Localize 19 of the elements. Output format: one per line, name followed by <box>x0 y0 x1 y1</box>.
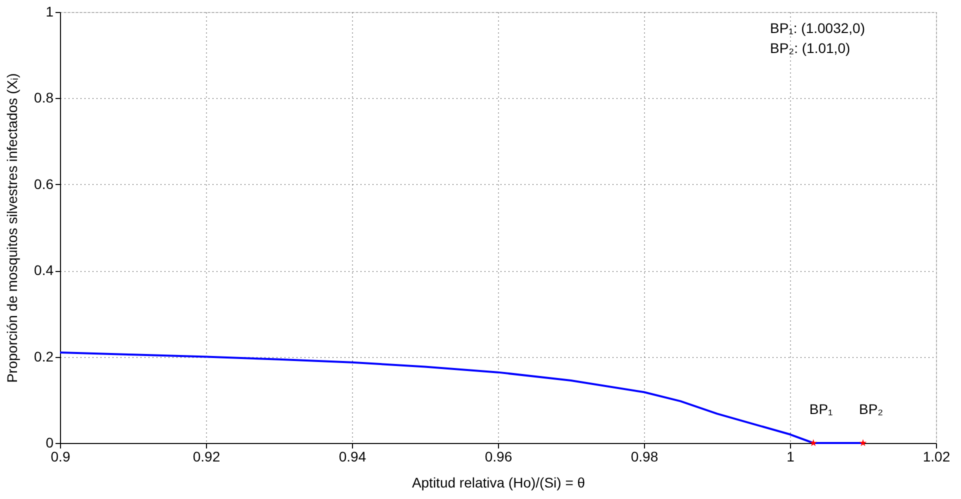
y-tick-label: 1 <box>46 4 54 20</box>
y-tick-label: 0 <box>46 434 54 450</box>
x-tick-label: 1 <box>786 448 795 464</box>
annotation: BP₁ <box>809 401 834 417</box>
annotation: BP₂: (1.01,0) <box>770 40 850 56</box>
x-tick-label: 0.94 <box>338 448 366 464</box>
x-tick-label: 1.02 <box>922 448 950 464</box>
x-tick-label: 0.92 <box>192 448 220 464</box>
annotation: BP₁: (1.0032,0) <box>770 20 865 36</box>
y-axis-title: Proporción de mosquitos silvestres infectados (Xᵢ) <box>4 73 20 383</box>
y-tick-label: 0.6 <box>34 176 54 192</box>
x-axis-title: Aptitud relativa (Ho)/(Si) = θ <box>412 474 586 490</box>
y-tick-label: 0.8 <box>34 90 54 106</box>
x-tick-label: 0.98 <box>630 448 658 464</box>
x-tick-label: 0.9 <box>50 448 70 464</box>
annotation: BP₂ <box>859 401 884 417</box>
y-tick-label: 0.2 <box>34 348 54 364</box>
x-tick-label: 0.96 <box>484 448 512 464</box>
y-tick-label: 0.4 <box>34 262 54 278</box>
